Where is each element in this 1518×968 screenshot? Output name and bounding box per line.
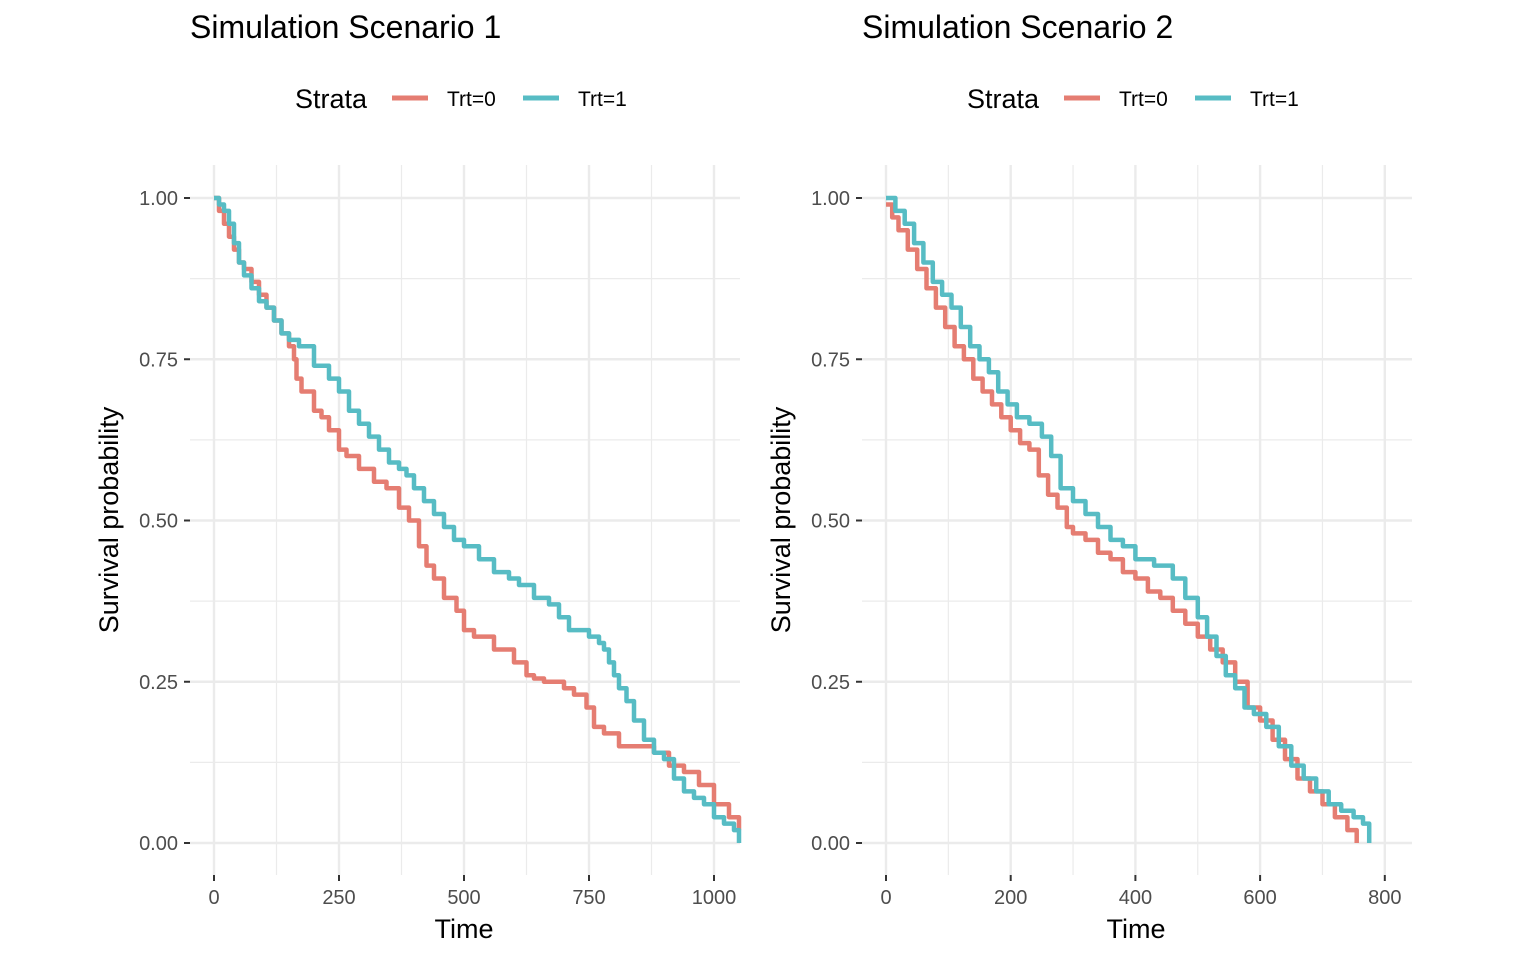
y-tick-label: 0.50 [139, 511, 178, 533]
chart-panel-2: Simulation Scenario 2 Strata Trt=0 Trt=1… [766, 9, 1412, 944]
x-tick-label: 600 [1243, 887, 1276, 909]
chart-title: Simulation Scenario 1 [190, 9, 501, 45]
y-tick-label: 0.00 [811, 833, 850, 855]
y-tick-label: 1.00 [811, 188, 850, 210]
legend-title: Strata [967, 84, 1040, 114]
y-tick-label: 0.25 [811, 672, 850, 694]
series-lines [214, 195, 742, 843]
y-tick-label: 0.75 [811, 349, 850, 371]
legend-label-trt0: Trt=0 [447, 88, 496, 111]
legend-label-trt1: Trt=1 [578, 88, 627, 111]
y-tick-label: 0.50 [811, 511, 850, 533]
legend: Strata Trt=0 Trt=1 [295, 84, 627, 114]
y-axis-ticks: 0.00 0.25 0.50 0.75 1.00 [139, 188, 190, 855]
x-tick-label: 250 [322, 887, 355, 909]
series-line-trt0 [214, 195, 742, 831]
x-axis-ticks: 0 250 500 750 1000 [208, 875, 736, 909]
y-axis-ticks: 0.00 0.25 0.50 0.75 1.00 [811, 188, 862, 855]
chart-title: Simulation Scenario 2 [862, 9, 1173, 45]
series-line-trt1 [886, 195, 1372, 843]
x-axis-label: Time [1107, 914, 1166, 944]
y-tick-label: 0.25 [139, 672, 178, 694]
grid-major [190, 165, 740, 875]
chart-panel-1: Simulation Scenario 1 Strata Trt=0 Trt=1… [94, 9, 742, 944]
y-tick-label: 0.75 [139, 349, 178, 371]
y-axis-label: Survival probability [766, 406, 796, 633]
x-axis-label: Time [435, 914, 494, 944]
grid-major [862, 165, 1412, 875]
x-tick-label: 200 [994, 887, 1027, 909]
legend-label-trt0: Trt=0 [1119, 88, 1168, 111]
y-axis-label: Survival probability [94, 406, 124, 633]
legend-label-trt1: Trt=1 [1250, 88, 1299, 111]
x-tick-label: 1000 [692, 887, 737, 909]
x-tick-label: 400 [1119, 887, 1152, 909]
x-tick-label: 500 [447, 887, 480, 909]
series-line-trt1 [214, 195, 742, 843]
x-tick-label: 750 [572, 887, 605, 909]
series-lines [886, 195, 1372, 843]
legend-title: Strata [295, 84, 368, 114]
legend: Strata Trt=0 Trt=1 [967, 84, 1299, 114]
x-tick-label: 0 [880, 887, 891, 909]
x-axis-ticks: 0 200 400 600 800 [880, 875, 1401, 909]
y-tick-label: 0.00 [139, 833, 178, 855]
y-tick-label: 1.00 [139, 188, 178, 210]
x-tick-label: 800 [1368, 887, 1401, 909]
x-tick-label: 0 [208, 887, 219, 909]
